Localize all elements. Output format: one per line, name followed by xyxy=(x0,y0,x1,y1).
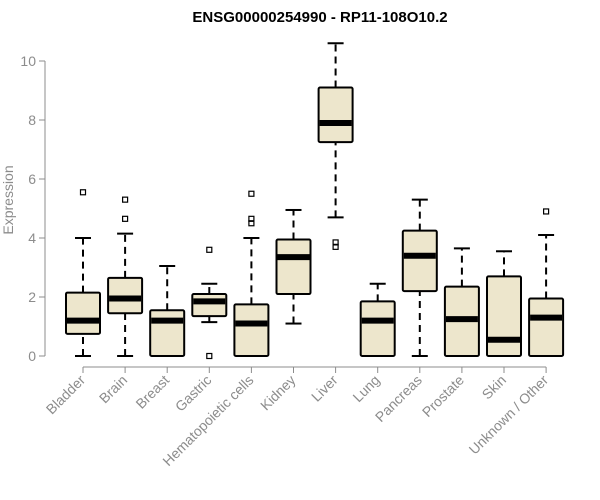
box-brain xyxy=(107,196,144,357)
iqr-box xyxy=(401,229,438,293)
box-bladder xyxy=(65,189,101,357)
y-tick-label: 6 xyxy=(28,171,36,187)
x-tick-label: Pancreas xyxy=(372,372,425,425)
x-tick-label: Breast xyxy=(132,372,172,412)
chart-title: ENSG00000254990 - RP11-108O10.2 xyxy=(192,9,447,26)
box-hematopoietic-cells xyxy=(233,190,270,357)
iqr-box xyxy=(233,303,270,357)
outlier-point xyxy=(248,190,255,197)
iqr-box xyxy=(486,275,522,358)
outlier-point xyxy=(121,215,129,222)
x-tick-label: Lung xyxy=(349,372,382,405)
box-unknown-other xyxy=(528,208,565,358)
outlier-point xyxy=(121,196,129,203)
box-skin xyxy=(486,250,522,358)
x-tick-label: Brain xyxy=(96,372,130,406)
boxes-group xyxy=(65,42,565,360)
y-tick-label: 4 xyxy=(28,230,36,246)
iqr-box xyxy=(528,297,565,358)
box-pancreas xyxy=(401,198,438,357)
box-prostate xyxy=(443,247,480,357)
iqr-box xyxy=(65,291,101,335)
box-gastric xyxy=(191,246,228,360)
y-tick-label: 2 xyxy=(28,289,36,305)
iqr-box xyxy=(359,300,396,357)
x-tick-label: Unknown / Other xyxy=(466,372,552,458)
box-lung xyxy=(359,282,396,357)
x-tick-label: Bladder xyxy=(43,372,89,418)
iqr-box xyxy=(191,293,228,318)
y-tick-label: 0 xyxy=(28,348,36,364)
y-tick-label: 10 xyxy=(20,53,36,69)
y-axis-label: Expression xyxy=(0,165,16,234)
y-tick-label: 8 xyxy=(28,112,36,128)
outlier-point xyxy=(542,208,550,215)
outlier-point xyxy=(79,189,87,196)
x-tick-label: Prostate xyxy=(419,372,467,420)
iqr-box xyxy=(149,309,186,357)
box-kidney xyxy=(275,208,312,325)
box-liver xyxy=(317,42,354,250)
outlier-point xyxy=(206,352,213,360)
x-tick-label: Skin xyxy=(479,372,510,403)
box-breast xyxy=(149,265,186,357)
outlier-point xyxy=(332,239,339,246)
iqr-box xyxy=(317,86,354,144)
iqr-box xyxy=(275,238,312,296)
x-tick-label: Kidney xyxy=(257,372,299,414)
outlier-point xyxy=(248,215,255,222)
x-tick-label: Liver xyxy=(308,372,341,405)
outlier-point xyxy=(206,246,213,253)
